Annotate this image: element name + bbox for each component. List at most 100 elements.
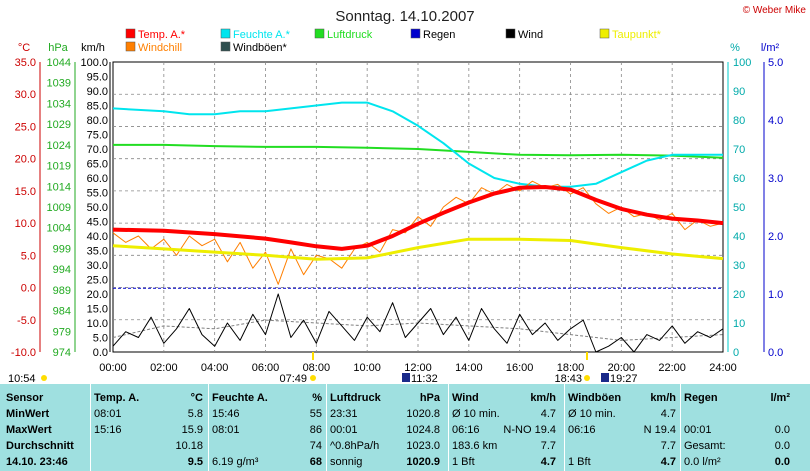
sun-icon <box>41 375 47 381</box>
temp-tick-label: 15.0 <box>15 186 36 198</box>
legend-label: Luftdruck <box>327 29 373 41</box>
table-header: Sensor <box>6 392 44 404</box>
series-line-feuchtea <box>112 101 723 188</box>
table-cell-value: N 19.4 <box>643 424 676 436</box>
legend-swatch <box>125 41 136 52</box>
rain-tick-label: 2.0 <box>768 231 783 243</box>
legend-swatch <box>220 28 231 39</box>
temp-tick-label: 25.0 <box>15 121 36 133</box>
moonrise-label: 11:32 <box>411 373 438 384</box>
table-cell-sub: 1 Bft <box>452 456 475 468</box>
rain-tick-label: 1.0 <box>768 289 783 301</box>
humidity-tick-label: 50 <box>733 202 745 214</box>
table-cell-sub: 0.0 l/m² <box>684 456 721 468</box>
humidity-tick-label: 80 <box>733 115 745 127</box>
pressure-tick-label: 1014 <box>47 181 71 193</box>
statistics-table: Sensor Temp. A. °C Feuchte A.% Luftdruck hPa W… <box>0 384 810 471</box>
table-cell-value: 7.7 <box>540 440 556 452</box>
table-cell-value: 0.0 <box>774 456 790 468</box>
table-header: Temp. A. <box>94 392 140 404</box>
legend-label: Taupunkt* <box>612 29 662 41</box>
wind-tick-label: 15.0 <box>87 304 108 316</box>
table-cell-sub: sonnig <box>330 456 363 468</box>
x-tick-label: 00:00 <box>99 362 127 374</box>
table-cell-sub: 06:16 <box>452 424 480 436</box>
temp-tick-label: -10.0 <box>11 347 36 359</box>
wind-tick-label: 5.0 <box>93 333 108 345</box>
table-cell-sub: 00:01 <box>684 424 712 436</box>
table-header: Windböen <box>568 392 622 404</box>
pressure-tick-label: 1034 <box>47 98 71 110</box>
table-cell-value: 4.7 <box>540 408 556 420</box>
moonrise-icon <box>402 373 410 382</box>
pressure-tick-label: 1039 <box>47 78 71 90</box>
temp-tick-label: 20.0 <box>15 154 36 166</box>
moonset-label: 19:27 <box>610 373 638 384</box>
pressure-tick-label: 1009 <box>47 202 71 214</box>
legend-label: Windchill <box>138 42 182 54</box>
humidity-tick-label: 70 <box>733 144 745 156</box>
table-cell-sub: ^0.8hPa/h <box>330 440 380 452</box>
table-cell-sub: 23:31 <box>330 408 358 420</box>
table-header: Wind <box>452 392 479 404</box>
table-cell-sub: Gesamt: <box>684 440 726 452</box>
pressure-tick-label: 1044 <box>47 57 71 69</box>
pressure-unit-label: hPa <box>48 42 68 54</box>
table-column-divider <box>326 384 327 471</box>
table-cell-value: 0.0 <box>774 440 790 452</box>
wind-tick-label: 20.0 <box>87 289 108 301</box>
table-header: Regen <box>684 392 718 404</box>
humidity-tick-label: 90 <box>733 86 745 98</box>
humidity-tick-label: 100 <box>733 57 751 69</box>
temp-tick-label: 10.0 <box>15 218 36 230</box>
table-column-divider <box>448 384 449 471</box>
humidity-tick-label: 20 <box>733 289 745 301</box>
sunrise-label: 07:49 <box>279 373 307 384</box>
table-cell-value: 1024.8 <box>406 424 440 436</box>
wind-tick-label: 85.0 <box>87 101 108 113</box>
table-cell-value: 4.7 <box>660 408 676 420</box>
pressure-tick-label: 974 <box>53 347 71 359</box>
table-cell-sub: 183.6 km <box>452 440 498 452</box>
chart-title: Sonntag. 14.10.2007 <box>335 8 474 25</box>
pressure-tick-label: 994 <box>53 264 71 276</box>
table-cell-sub: 15:16 <box>94 424 122 436</box>
sun-moon-bar: 10:54 07:49 11:32 18:43 19:27 <box>8 352 638 384</box>
series-line-wind <box>112 293 724 353</box>
sunset-marker <box>586 352 588 360</box>
pressure-tick-label: 1024 <box>47 140 71 152</box>
humidity-tick-label: 0 <box>733 347 739 359</box>
legend-swatch <box>599 28 610 39</box>
x-tick-label: 24:00 <box>709 362 737 374</box>
humidity-tick-label: 30 <box>733 260 745 272</box>
table-header-unit: l/m² <box>770 392 790 404</box>
humidity-unit-label: % <box>730 42 740 54</box>
pressure-tick-label: 1029 <box>47 119 71 131</box>
legend-swatch <box>220 41 231 52</box>
table-cell-sub: 6.19 g/m³ <box>212 456 259 468</box>
table-cell-value: 68 <box>309 456 322 468</box>
table-cell-value: 0.0 <box>774 424 790 436</box>
legend-swatch <box>410 28 421 39</box>
wind-tick-label: 80.0 <box>87 115 108 127</box>
table-cell-value: 4.7 <box>660 456 676 468</box>
x-tick-label: 16:00 <box>506 362 534 374</box>
wind-tick-label: 55.0 <box>87 188 108 200</box>
wind-tick-label: 40.0 <box>87 231 108 243</box>
table-cell-value: 9.5 <box>187 456 203 468</box>
wind-unit-label: km/h <box>81 42 105 54</box>
legend-swatch <box>505 28 516 39</box>
temp-tick-label: 5.0 <box>21 250 36 262</box>
pressure-tick-label: 1019 <box>47 161 71 173</box>
legend-swatch <box>125 28 136 39</box>
wind-tick-label: 0.0 <box>93 347 108 359</box>
temp-tick-label: 0.0 <box>21 283 36 295</box>
wind-tick-label: 45.0 <box>87 217 108 229</box>
x-tick-label: 10:00 <box>353 362 381 374</box>
table-cell-value: 5.8 <box>187 408 203 420</box>
plot-area: 00:00 02:00 04:00 06:00 08:00 10:00 12:00 14:00… <box>11 57 783 374</box>
table-cell-value: 10.18 <box>175 440 203 452</box>
table-cell-value: 74 <box>309 440 322 452</box>
table-cell-value: N-NO 19.4 <box>503 424 556 436</box>
table-cell-value: 7.7 <box>660 440 676 452</box>
